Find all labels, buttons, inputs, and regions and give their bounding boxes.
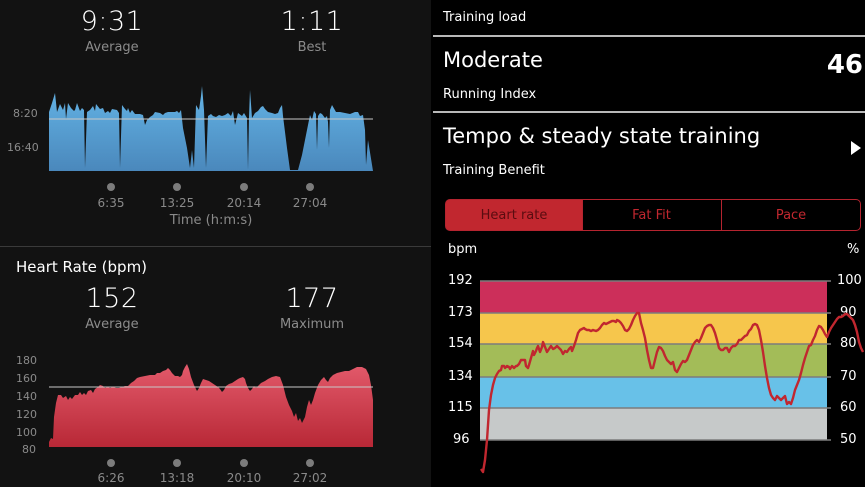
hr-average-label: Average — [85, 317, 139, 332]
zone-3 — [480, 344, 827, 377]
pace-x-tick-dot — [107, 183, 115, 191]
heart-rate-title: Heart Rate (bpm) — [16, 258, 148, 276]
hr-average-value: 152 — [85, 283, 139, 314]
tab-label: Fat Fit — [632, 207, 671, 223]
pace-best-label: Best — [297, 40, 327, 55]
pace-x-tick: 27:04 — [292, 196, 328, 210]
tab-label: Pace — [775, 207, 807, 223]
hr-y-tick: 180 — [16, 354, 37, 367]
zone-2 — [480, 377, 827, 408]
divider — [433, 111, 865, 113]
pace-average-value: 9:31 — [80, 6, 144, 37]
pace-x-tick-dot — [306, 183, 314, 191]
training-benefit-value: Tempo & steady state training — [443, 124, 761, 148]
chevron-right-icon — [851, 141, 861, 155]
hr-y-tick: 160 — [16, 372, 37, 385]
pace-x-tick: 13:25 — [159, 196, 195, 210]
hr-y-tick: 140 — [16, 390, 37, 403]
right-panel: Training load Moderate 46 Running Index … — [433, 0, 865, 487]
hr-x-tick-dot — [173, 459, 181, 467]
zone-right-tick: 50 — [840, 432, 857, 447]
hr-x-tick: 27:02 — [292, 471, 328, 485]
pace-y-tick: 16:40 — [7, 141, 39, 154]
zone-left-tick: 115 — [448, 400, 473, 415]
training-load-value: Moderate — [443, 48, 543, 72]
heart-rate-line — [480, 311, 865, 474]
pace-y-tick: 8:20 — [13, 107, 38, 120]
hr-y-tick: 100 — [16, 426, 37, 439]
zone-left-tick: 173 — [448, 305, 473, 320]
zone-right-unit: % — [847, 242, 860, 257]
pace-best-value: 1:11 — [280, 6, 344, 37]
zone-right-tick: 60 — [840, 400, 857, 415]
tab-heart-rate[interactable]: Heart rate — [445, 199, 583, 231]
hr-x-tick: 20:10 — [226, 471, 262, 485]
tab-label: Heart rate — [480, 207, 548, 223]
hr-chart — [49, 364, 373, 447]
zone-right-tick: 80 — [840, 336, 857, 351]
zone-left-unit: bpm — [448, 242, 478, 257]
hr-max-label: Maximum — [279, 317, 345, 332]
zone-left-tick: 96 — [453, 432, 470, 447]
zone-chart — [480, 280, 865, 474]
pace-area — [49, 86, 373, 171]
zone-left-tick: 154 — [448, 336, 473, 351]
hr-max-value: 177 — [285, 283, 339, 314]
pace-x-tick: 6:35 — [97, 196, 125, 210]
pace-chart — [49, 86, 373, 171]
hr-x-tick-dot — [240, 459, 248, 467]
zone-right-tick: 70 — [840, 369, 857, 384]
panel-divider — [431, 0, 433, 487]
hr-x-tick: 6:26 — [97, 471, 125, 485]
hr-area — [49, 364, 373, 447]
hr-y-tick: 80 — [22, 443, 36, 456]
training-load-label: Training load — [443, 10, 527, 25]
zone-left-tick: 134 — [448, 369, 473, 384]
training-benefit-label: Training Benefit — [443, 163, 545, 178]
divider — [433, 35, 865, 37]
pace-x-tick-dot — [240, 183, 248, 191]
hr-x-tick: 13:18 — [159, 471, 195, 485]
running-index-value: 46 — [826, 50, 863, 80]
zone-right-tick: 100 — [837, 273, 862, 288]
zone-left-tick: 192 — [448, 273, 473, 288]
training-benefit-row[interactable]: Tempo & steady state training Training B… — [433, 114, 865, 186]
left-panel: 9:31 Average 1:11 Best 8:20 16:40 6:35 1… — [0, 0, 431, 487]
zone-4 — [480, 313, 827, 344]
tab-pace[interactable]: Pace — [721, 199, 861, 231]
zone-5 — [480, 281, 827, 313]
hr-x-tick-dot — [107, 459, 115, 467]
section-divider — [0, 246, 431, 247]
pace-average-label: Average — [85, 40, 139, 55]
hr-x-tick-dot — [306, 459, 314, 467]
zone-1 — [480, 408, 827, 440]
pace-x-axis-label: Time (h:m:s) — [169, 213, 253, 228]
pace-x-tick: 20:14 — [226, 196, 262, 210]
pace-x-tick-dot — [173, 183, 181, 191]
running-index-label: Running Index — [443, 87, 537, 102]
hr-y-tick: 120 — [16, 408, 37, 421]
